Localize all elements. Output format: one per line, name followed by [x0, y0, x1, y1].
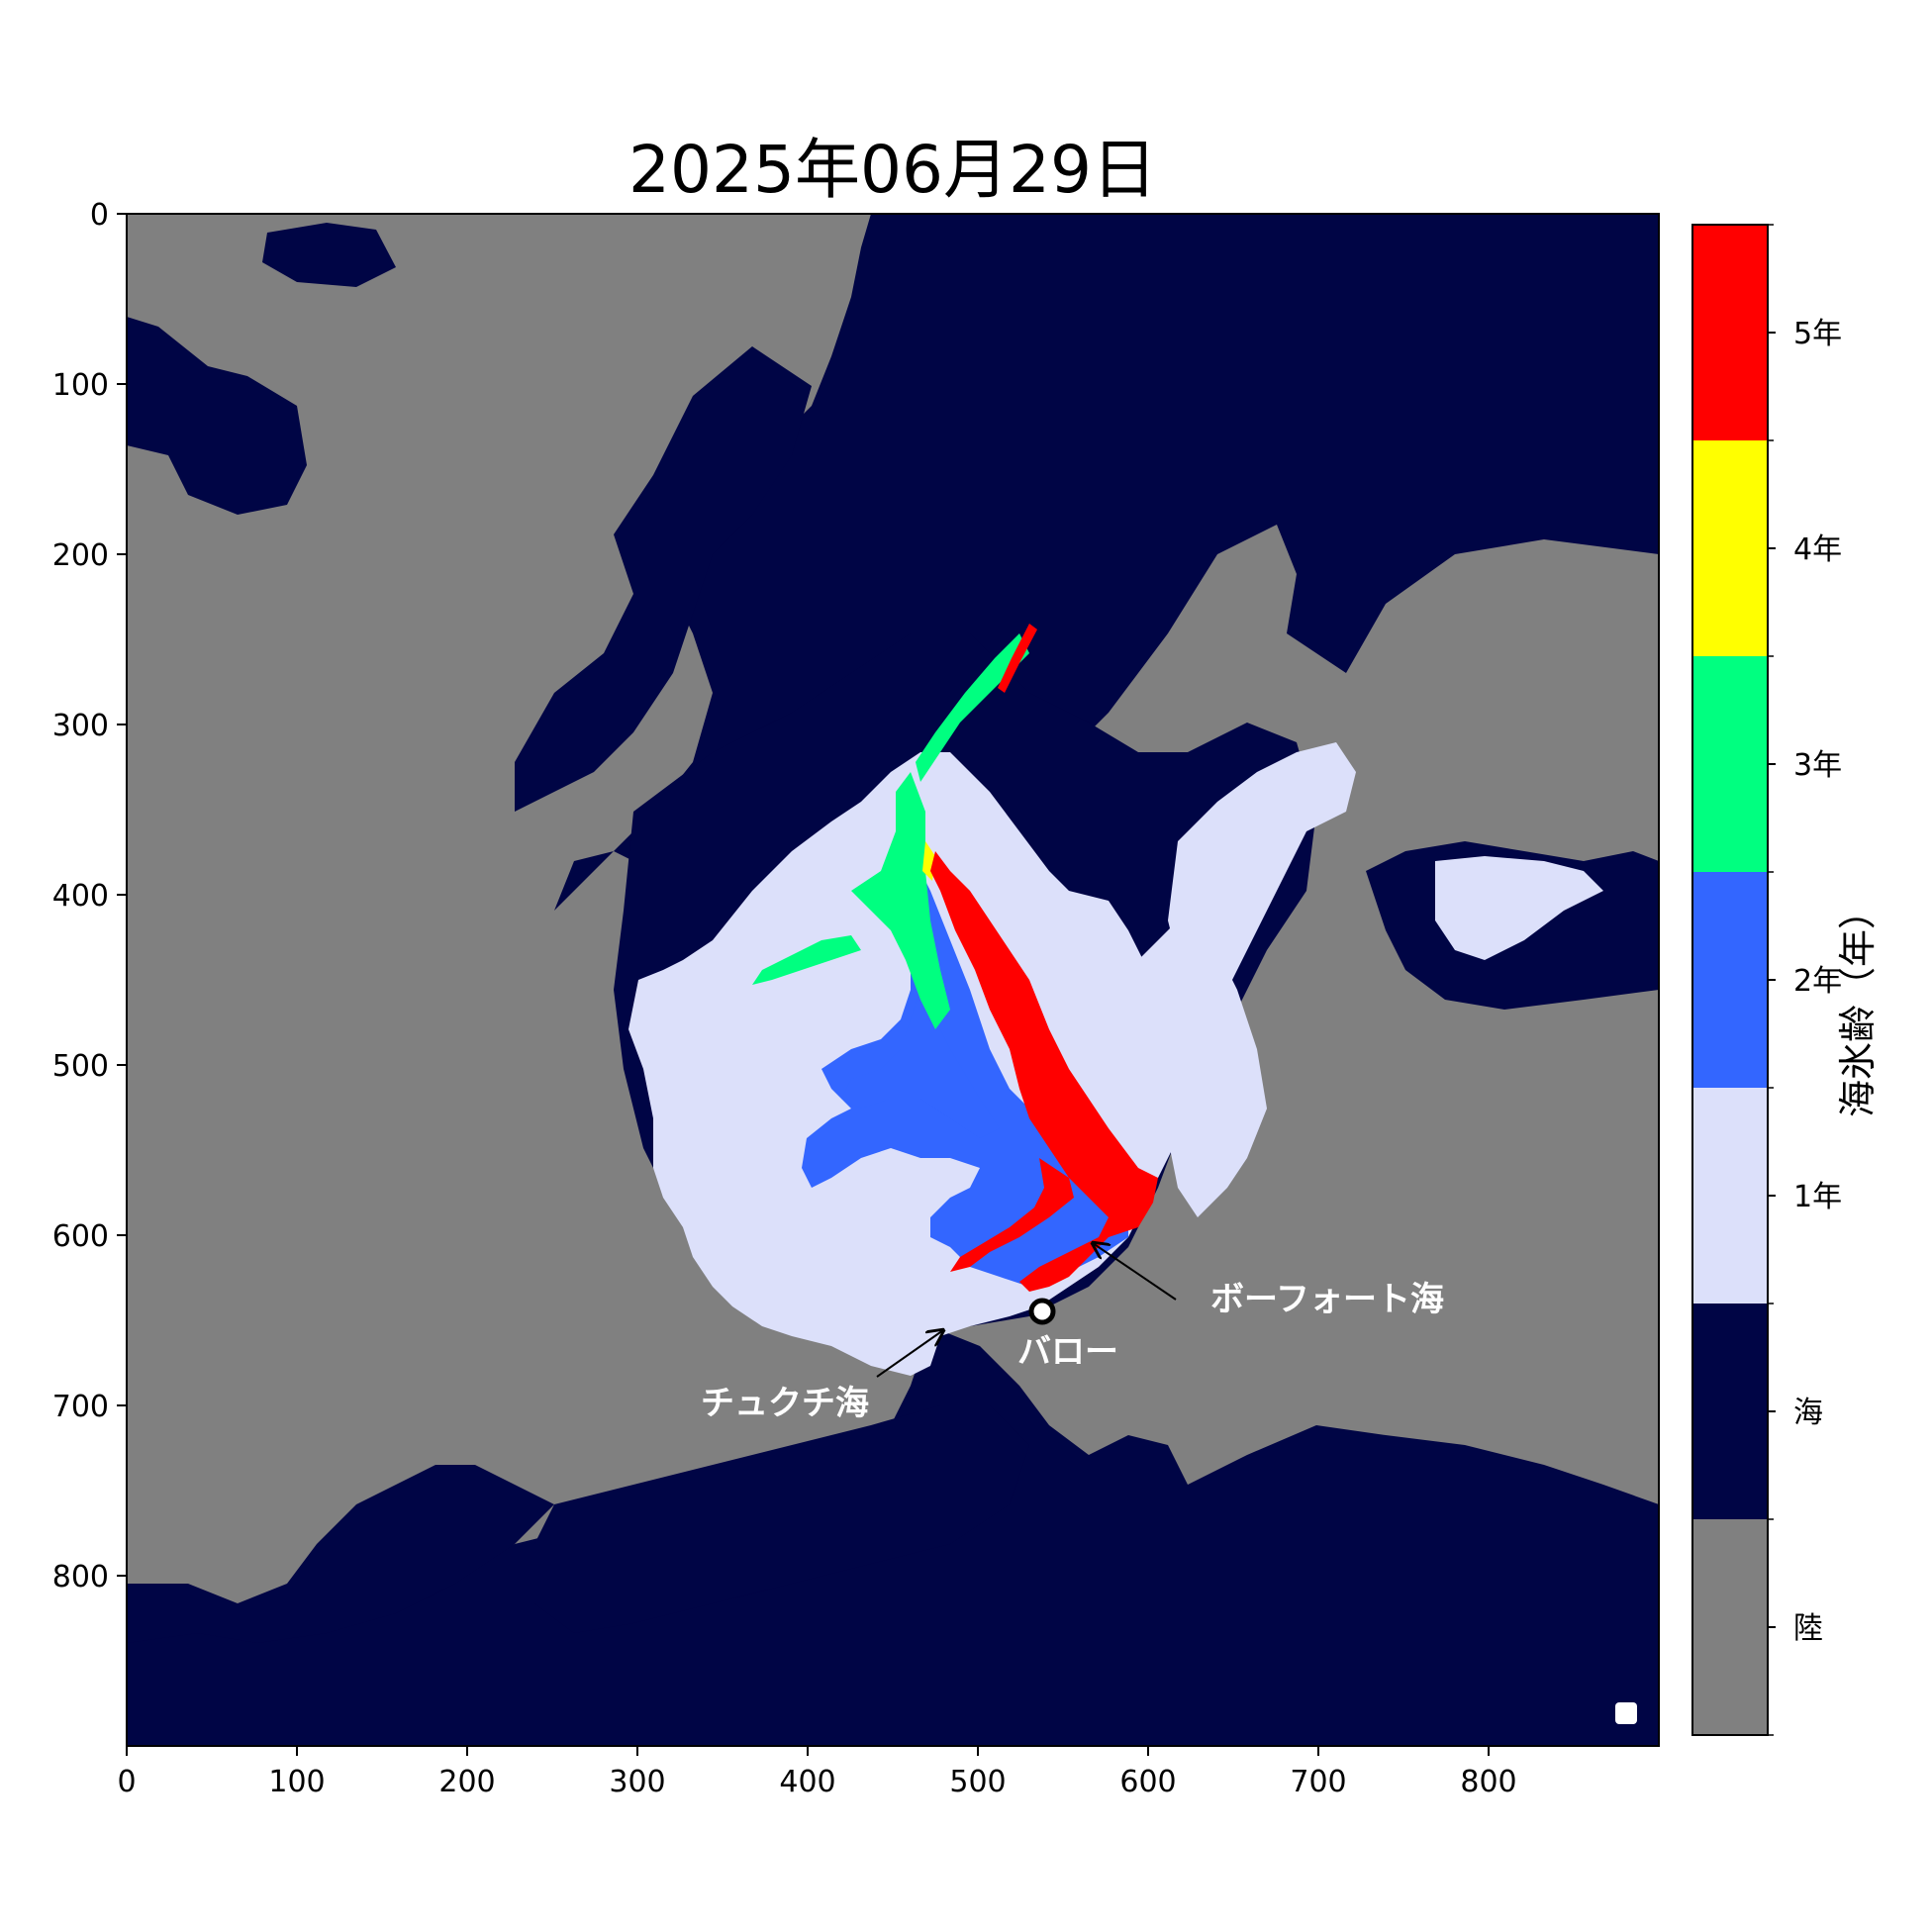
colorbar-tick-label: 5年: [1793, 317, 1842, 351]
sea-region-west-inlet: [127, 317, 307, 515]
x-tick-label: 0: [117, 1765, 136, 1799]
ice-3yr-tongue: [851, 772, 950, 1029]
y-tick-label: 800: [52, 1560, 109, 1594]
colorbar-tick-label: 海: [1793, 1396, 1823, 1430]
colorbar-swatch: [1692, 1088, 1768, 1304]
beaufort-sea-label: ボーフォート海: [1210, 1280, 1444, 1319]
y-axis-ticks: 0 100 200 300 400 500 600 700 800: [52, 198, 127, 1594]
x-tick-label: 700: [1290, 1765, 1346, 1799]
colorbar-swatch: [1692, 656, 1768, 872]
barrow-marker: [1028, 1298, 1056, 1325]
y-tick-label: 700: [52, 1390, 109, 1424]
y-tick-label: 200: [52, 538, 109, 573]
y-tick-label: 0: [90, 198, 109, 233]
barrow-label: バロー: [1017, 1332, 1118, 1372]
colorbar-swatch: [1692, 1304, 1768, 1519]
colorbar-swatch: [1692, 225, 1768, 440]
colorbar-tick-label: 陸: [1793, 1611, 1823, 1646]
ice-5yr-band: [930, 851, 1158, 1292]
ice-1yr-channels: [1109, 911, 1267, 1217]
chukchi-sea-label: チュクチ海: [701, 1384, 869, 1423]
x-tick-label: 200: [438, 1765, 495, 1799]
x-tick-label: 600: [1119, 1765, 1176, 1799]
beaufort-arrow: [1093, 1243, 1177, 1301]
chart-title: 2025年06月29日: [628, 132, 1157, 208]
sea-region-bering-lower: [534, 1405, 1029, 1633]
colorbar-swatch: [1692, 1519, 1768, 1735]
sea-region-northwest: [262, 223, 396, 287]
colorbar-tick-label: 3年: [1793, 748, 1842, 783]
y-tick-label: 100: [52, 368, 109, 403]
sea-region-north: [554, 214, 1659, 911]
plot-frame: [126, 213, 1660, 1747]
colorbar-swatch: [1692, 440, 1768, 656]
x-tick-label: 500: [949, 1765, 1006, 1799]
y-tick-label: 600: [52, 1219, 109, 1254]
sea-region-canadian-channels: [515, 346, 812, 812]
colorbar-frame: [1691, 224, 1769, 1736]
x-tick-label: 800: [1460, 1765, 1516, 1799]
colorbar-tick-label: 1年: [1793, 1180, 1842, 1214]
colorbar-label: 海氷齢（年）: [1836, 892, 1880, 1117]
corner-marker: [1615, 1702, 1637, 1724]
ice-5yr-streak: [998, 624, 1037, 693]
y-tick-label: 400: [52, 879, 109, 914]
x-tick-label: 100: [268, 1765, 325, 1799]
chukchi-arrow: [876, 1330, 943, 1378]
sea-region-okhotsk: [127, 1465, 554, 1643]
y-tick-label: 300: [52, 709, 109, 743]
ice-2yr-arm: [841, 990, 1000, 1138]
colorbar-swatch: [1692, 872, 1768, 1088]
x-tick-label: 400: [779, 1765, 835, 1799]
ice-1yr-east-bay: [1435, 856, 1603, 960]
colorbar: 陸 海 1年 2年 3年 4年 5年: [1691, 224, 1842, 1736]
colorbar-tick-label: 2年: [1793, 964, 1842, 999]
map-area: [127, 214, 1659, 1746]
ice-5yr-hook: [950, 1158, 1074, 1272]
y-tick-label: 500: [52, 1049, 109, 1084]
ice-3yr-strand: [752, 935, 861, 985]
ice-3yr-arc: [916, 633, 1029, 782]
colorbar-tick-label: 4年: [1793, 532, 1842, 567]
x-axis-ticks: 0 100 200 300 400 500 600 700 800: [117, 1746, 1517, 1799]
x-tick-label: 300: [609, 1765, 665, 1799]
